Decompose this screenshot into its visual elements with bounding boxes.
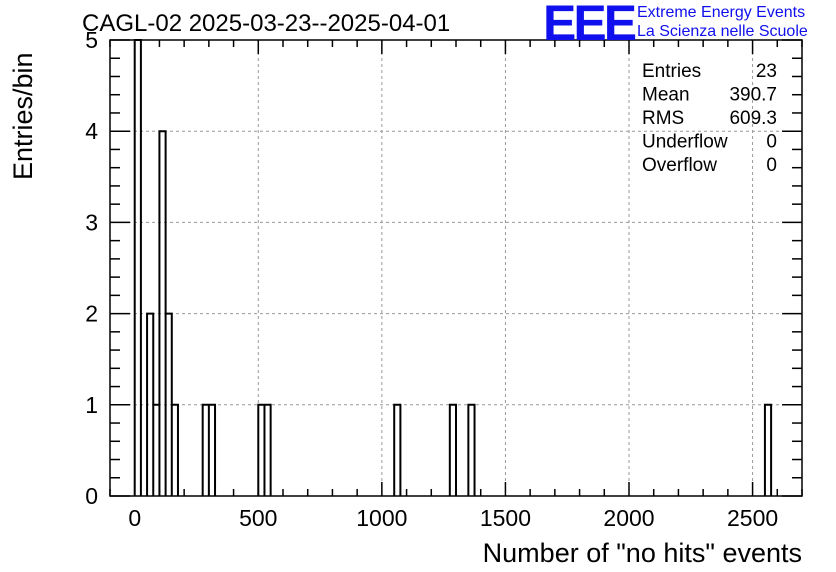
y-tick-label: 1 [85, 392, 98, 418]
stats-value: 0 [766, 132, 777, 153]
x-tick-label: 1500 [480, 505, 531, 531]
axis-ticks [109, 39, 803, 497]
stats-label: Overflow [642, 155, 717, 176]
stats-value: 0 [766, 155, 777, 176]
y-tick-label: 2 [85, 301, 98, 327]
stats-value: 609.3 [729, 108, 777, 129]
x-tick-label: 2000 [603, 505, 654, 531]
y-tick-label: 5 [85, 27, 98, 53]
y-tick-label: 3 [85, 209, 98, 235]
eee-logo: EEE [543, 0, 637, 51]
stats-label: Mean [642, 85, 690, 106]
logo-line-2: La Scienza nelle Scuole [637, 23, 808, 40]
logo-caption: Extreme Energy Events La Scienza nelle S… [637, 3, 808, 41]
x-tick-label: 1000 [356, 505, 407, 531]
x-tick-label: 500 [239, 505, 277, 531]
y-axis-title: Entries/bin [8, 52, 38, 180]
logo-line-1: Extreme Energy Events [637, 4, 806, 21]
stats-value: 390.7 [729, 85, 777, 106]
x-axis-title: Number of "no hits" events [483, 538, 802, 568]
stats-label: RMS [642, 108, 684, 129]
x-tick-label: 2500 [727, 505, 778, 531]
y-tick-label: 0 [85, 483, 98, 509]
stats-value: 23 [756, 61, 777, 82]
stats-label: Entries [642, 61, 701, 82]
stats-label: Underflow [642, 132, 728, 153]
x-tick-label: 0 [128, 505, 141, 531]
chart-title: CAGL-02 2025-03-23--2025-04-01 [82, 10, 451, 37]
y-tick-label: 4 [85, 118, 98, 144]
